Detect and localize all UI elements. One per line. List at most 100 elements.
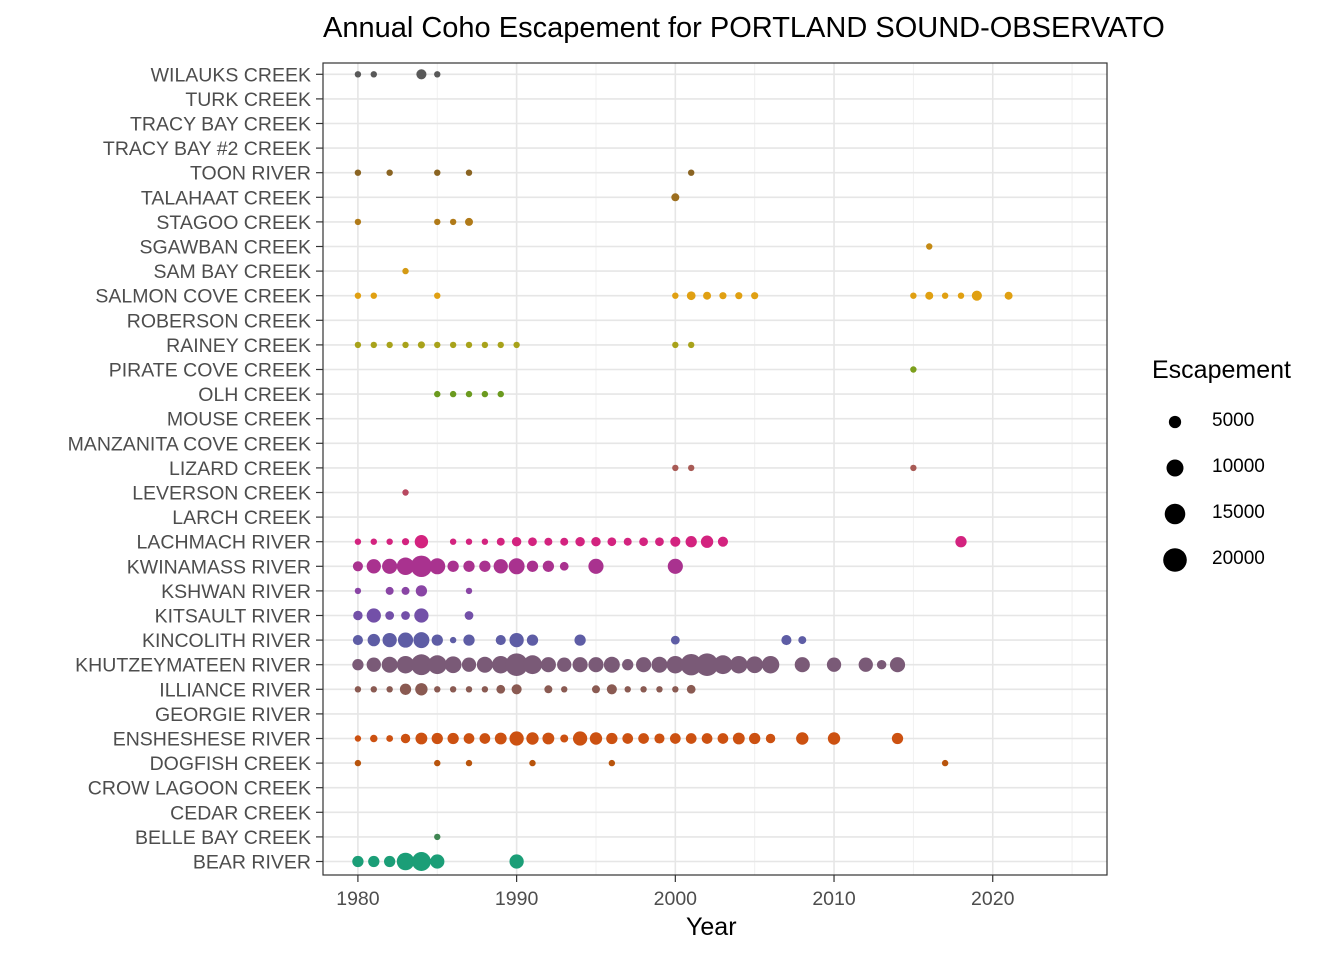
y-tick-label: ROBERSON CREEK bbox=[127, 310, 311, 332]
data-point bbox=[542, 560, 555, 572]
data-point bbox=[386, 169, 393, 176]
chart-title: Annual Coho Escapement for PORTLAND SOUN… bbox=[323, 12, 1165, 44]
data-point bbox=[449, 636, 457, 644]
data-point bbox=[434, 341, 441, 349]
data-point bbox=[670, 536, 681, 547]
data-point bbox=[941, 759, 949, 767]
y-tick-label: CEDAR CREEK bbox=[170, 802, 311, 824]
data-point bbox=[559, 561, 569, 571]
data-point bbox=[429, 558, 446, 575]
data-point bbox=[910, 292, 917, 299]
data-point bbox=[415, 683, 428, 696]
data-point bbox=[575, 536, 585, 547]
data-point bbox=[751, 292, 759, 300]
data-point bbox=[354, 686, 362, 693]
data-point bbox=[560, 734, 569, 743]
data-point bbox=[368, 855, 380, 868]
data-point bbox=[732, 732, 745, 745]
data-point bbox=[557, 657, 572, 672]
legend-label-5000: 5000 bbox=[1212, 410, 1255, 431]
data-point bbox=[680, 653, 702, 676]
data-point bbox=[386, 341, 393, 349]
data-point bbox=[352, 659, 364, 671]
y-tick-label: TALAHAAT CREEK bbox=[141, 187, 311, 209]
data-point bbox=[352, 635, 363, 646]
data-point bbox=[672, 464, 679, 472]
data-point bbox=[367, 633, 380, 647]
data-point bbox=[431, 634, 443, 646]
data-point bbox=[781, 635, 792, 646]
x-tick-label: 2020 bbox=[971, 888, 1015, 910]
data-point bbox=[396, 557, 415, 576]
data-point bbox=[354, 169, 362, 176]
data-point bbox=[719, 292, 727, 300]
data-point bbox=[495, 635, 506, 646]
y-tick-label: TOON RIVER bbox=[190, 163, 311, 185]
x-tick-label: 1980 bbox=[336, 888, 380, 910]
data-point bbox=[670, 635, 680, 645]
data-point bbox=[354, 218, 362, 226]
data-point bbox=[796, 732, 809, 745]
data-point bbox=[624, 686, 631, 693]
data-point bbox=[687, 169, 695, 176]
data-point bbox=[656, 686, 663, 693]
data-point bbox=[735, 292, 743, 300]
data-point bbox=[414, 608, 429, 623]
data-point bbox=[497, 341, 504, 349]
data-point bbox=[382, 632, 397, 648]
data-point bbox=[671, 193, 680, 202]
points-layer bbox=[352, 69, 1013, 871]
data-point bbox=[655, 537, 664, 547]
data-point bbox=[542, 732, 555, 745]
data-point bbox=[608, 759, 616, 767]
data-point bbox=[434, 759, 441, 767]
data-point bbox=[1004, 291, 1013, 300]
legend-key-circle bbox=[1166, 459, 1184, 477]
data-point bbox=[636, 657, 652, 673]
data-point bbox=[607, 537, 617, 547]
data-point bbox=[572, 657, 588, 673]
y-tick-label: STAGOO CREEK bbox=[156, 212, 311, 234]
data-point bbox=[685, 733, 697, 744]
x-tick-label: 2000 bbox=[654, 888, 698, 910]
data-point bbox=[370, 71, 377, 78]
data-point bbox=[497, 390, 504, 398]
data-point bbox=[354, 735, 362, 742]
data-point bbox=[449, 218, 457, 226]
y-tick-label: GEORGIE RIVER bbox=[155, 704, 311, 726]
data-point bbox=[465, 686, 473, 693]
data-point bbox=[385, 586, 394, 595]
data-point bbox=[669, 733, 681, 744]
data-point bbox=[396, 852, 415, 871]
y-tick-label: TURK CREEK bbox=[185, 89, 311, 111]
y-tick-label: BEAR RIVER bbox=[193, 852, 311, 874]
plot-panel-border bbox=[322, 62, 1108, 876]
data-point bbox=[481, 341, 489, 349]
data-point bbox=[654, 733, 665, 744]
data-point bbox=[910, 366, 917, 373]
data-point bbox=[354, 759, 362, 767]
data-point bbox=[354, 538, 362, 545]
data-point bbox=[465, 759, 473, 767]
y-tick-label: KHUTZEYMATEEN RIVER bbox=[75, 655, 311, 677]
data-point bbox=[481, 390, 489, 398]
data-point bbox=[889, 657, 906, 673]
data-point bbox=[591, 685, 600, 694]
data-point bbox=[509, 731, 524, 746]
x-tick-label: 1990 bbox=[495, 888, 539, 910]
data-point bbox=[447, 732, 459, 745]
data-point bbox=[910, 464, 917, 472]
data-point bbox=[695, 653, 719, 676]
legend-label-10000: 10000 bbox=[1212, 456, 1265, 477]
data-point bbox=[971, 290, 982, 301]
data-point bbox=[544, 685, 553, 694]
data-point bbox=[494, 732, 507, 745]
data-point bbox=[858, 657, 873, 672]
legend-label-15000: 15000 bbox=[1212, 502, 1265, 523]
data-point bbox=[622, 659, 634, 671]
y-tick-label: OLH CREEK bbox=[198, 384, 311, 406]
data-point bbox=[463, 733, 475, 744]
data-point bbox=[465, 169, 473, 176]
y-tick-label: BELLE BAY CREEK bbox=[135, 827, 311, 849]
data-point bbox=[463, 634, 475, 646]
